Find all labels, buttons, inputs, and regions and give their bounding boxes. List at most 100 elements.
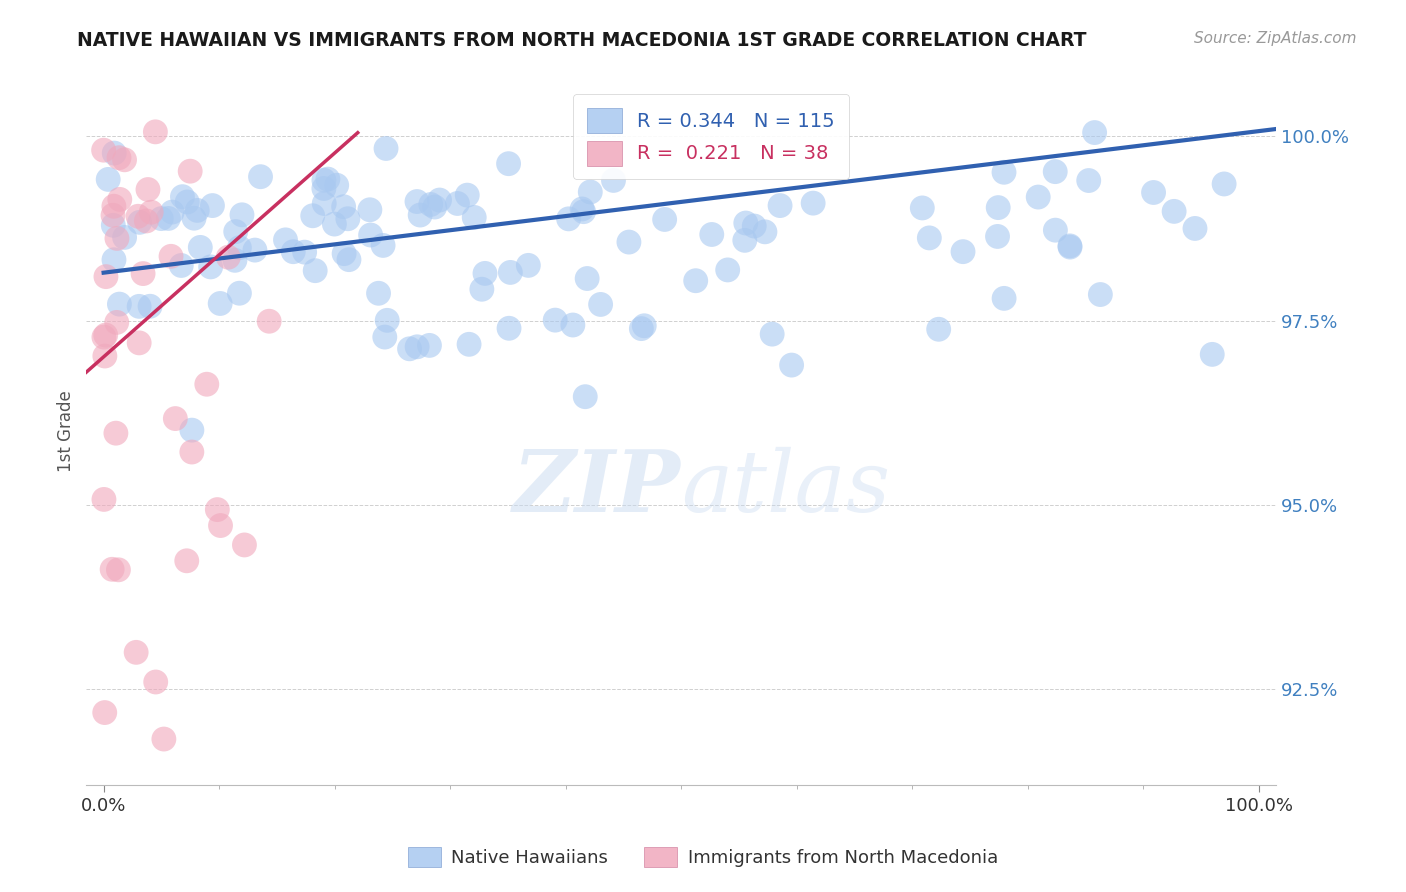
Point (136, 182, 159, 196)
Point (1163, 204, 1185, 219)
Point (93, 330, 115, 344)
Point (201, 198, 224, 212)
Point (233, 538, 256, 552)
Point (463, 211, 485, 225)
Point (93, 706, 115, 720)
Point (224, 253, 246, 268)
Point (1184, 221, 1206, 235)
Point (228, 286, 250, 301)
Point (128, 335, 150, 350)
Point (200, 260, 222, 274)
Point (243, 243, 266, 257)
Point (474, 267, 496, 281)
Point (572, 204, 595, 219)
Text: Source: ZipAtlas.com: Source: ZipAtlas.com (1194, 31, 1357, 46)
Point (471, 282, 494, 296)
Point (557, 211, 579, 226)
Legend: R = 0.344   N = 115, R =  0.221   N = 38: R = 0.344 N = 115, R = 0.221 N = 38 (574, 95, 849, 179)
Point (409, 208, 432, 222)
Point (993, 165, 1015, 179)
Point (145, 675, 167, 690)
Point (312, 181, 335, 195)
Point (423, 200, 446, 214)
Point (312, 173, 335, 187)
Point (105, 231, 128, 245)
Point (332, 200, 354, 214)
Point (574, 390, 596, 404)
Point (1084, 126, 1107, 140)
Point (153, 732, 176, 747)
Point (360, 227, 382, 242)
Point (128, 299, 150, 313)
Point (114, 153, 136, 167)
Point (114, 230, 136, 244)
Point (498, 321, 520, 335)
Point (141, 205, 163, 219)
Point (499, 265, 522, 279)
Point (544, 313, 567, 327)
Point (316, 172, 339, 186)
Point (104, 426, 127, 441)
Point (602, 173, 624, 187)
Point (517, 259, 540, 273)
Legend: Native Hawaiians, Immigrants from North Macedonia: Native Hawaiians, Immigrants from North … (401, 839, 1005, 874)
Point (498, 156, 520, 170)
Point (101, 208, 124, 222)
Point (561, 318, 583, 332)
Point (1045, 223, 1067, 237)
Point (94, 349, 117, 363)
Point (576, 271, 599, 285)
Point (176, 194, 198, 209)
Point (108, 151, 131, 165)
Point (589, 297, 612, 311)
Point (145, 125, 167, 139)
Point (323, 217, 346, 231)
Point (180, 423, 202, 437)
Point (150, 211, 173, 226)
Point (734, 216, 756, 230)
Point (630, 321, 652, 335)
Point (1059, 239, 1081, 253)
Point (367, 286, 389, 301)
Point (993, 291, 1015, 305)
Point (301, 209, 323, 223)
Point (1213, 177, 1236, 191)
Point (717, 263, 740, 277)
Point (139, 299, 162, 313)
Point (157, 211, 180, 226)
Point (617, 235, 640, 249)
Y-axis label: 1st Grade: 1st Grade (58, 390, 75, 472)
Text: NATIVE HAWAIIAN VS IMMIGRANTS FROM NORTH MACEDONIA 1ST GRADE CORRELATION CHART: NATIVE HAWAIIAN VS IMMIGRANTS FROM NORTH… (77, 31, 1087, 50)
Point (375, 141, 398, 155)
Point (801, 196, 824, 211)
Point (160, 205, 183, 219)
Point (294, 245, 316, 260)
Point (97, 172, 120, 186)
Point (107, 563, 129, 577)
Point (207, 502, 229, 516)
Point (1045, 164, 1067, 178)
Point (180, 445, 202, 459)
Point (375, 313, 398, 327)
Point (170, 259, 193, 273)
Point (685, 274, 707, 288)
Point (93, 143, 115, 157)
Point (700, 227, 723, 242)
Point (571, 202, 593, 216)
Point (172, 189, 194, 203)
Point (127, 209, 149, 223)
Point (209, 296, 232, 310)
Point (1142, 186, 1164, 200)
Point (761, 327, 783, 342)
Point (225, 225, 247, 239)
Point (446, 196, 468, 211)
Point (456, 188, 478, 202)
Point (274, 233, 297, 247)
Point (769, 198, 792, 212)
Point (249, 169, 271, 184)
Point (754, 225, 776, 239)
Point (987, 201, 1010, 215)
Point (337, 252, 360, 267)
Point (458, 337, 481, 351)
Point (911, 201, 934, 215)
